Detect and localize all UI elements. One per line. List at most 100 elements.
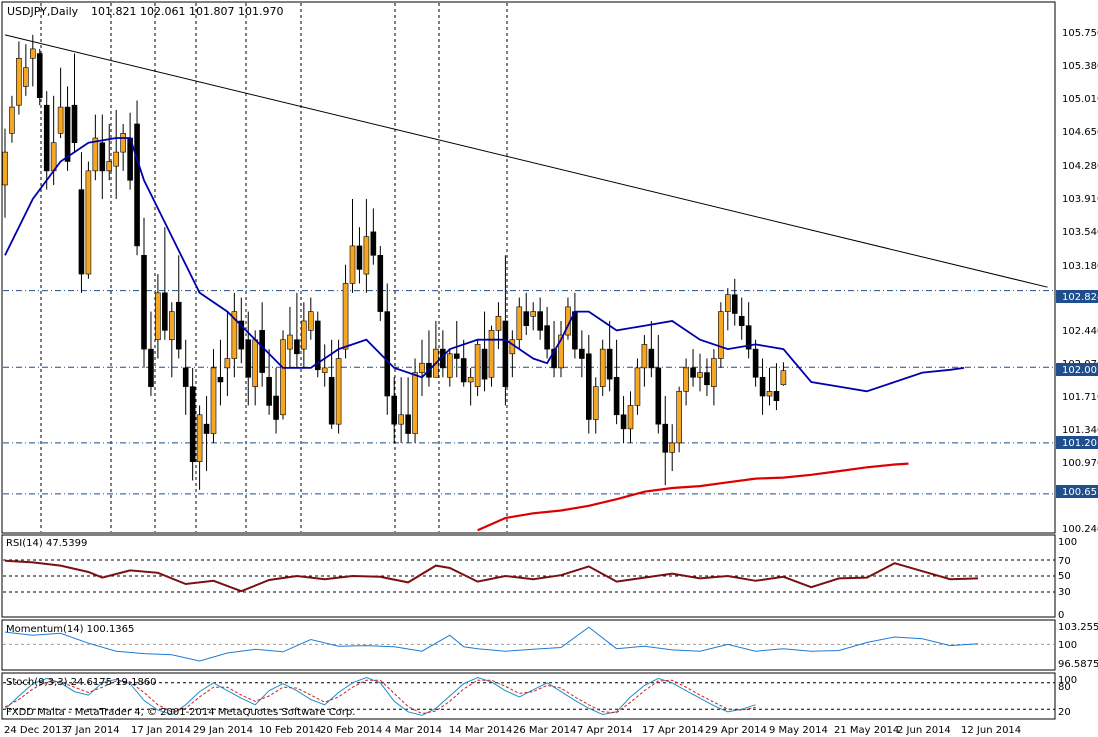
candle: [175, 255, 182, 359]
rsi-series: [3, 559, 1055, 593]
price-tick: 101.340: [1062, 425, 1098, 436]
bear-candle-body: [551, 348, 557, 369]
bull-candle-body: [9, 106, 15, 134]
candle: [780, 362, 787, 386]
candle: [648, 320, 655, 378]
rsi-pane[interactable]: RSI(14) 47.5399 100 70 50 30 0: [1, 534, 1077, 621]
copyright-text: FXDD Malta - MetaTrader 4, © 2001-2014 M…: [6, 707, 355, 718]
price-tick: 101.710: [1062, 392, 1098, 403]
date-tick: 12 Jun 2014: [961, 725, 1021, 736]
momentum-pane[interactable]: Momentum(14) 100.1365 103.2555 100 96.58…: [1, 619, 1098, 671]
price-tick: 105.750: [1062, 28, 1098, 39]
bull-candle-body: [676, 391, 682, 444]
bull-candle-body: [530, 311, 537, 317]
bear-candle-body: [606, 348, 613, 380]
trendline: [4, 34, 1048, 288]
candle: [113, 109, 119, 200]
candle: [287, 306, 293, 368]
bear-candle-body: [328, 376, 335, 425]
date-tick: 26 Mar 2014: [513, 725, 576, 736]
candle: [551, 320, 557, 378]
stochastic-pane[interactable]: Stoch(9,3,3) 24.6175 19.1860 100 80 20 F…: [1, 672, 1077, 720]
bear-candle-body: [189, 386, 196, 462]
vertical-grid: [40, 3, 508, 532]
bull-candle-body: [231, 311, 238, 359]
candle: [92, 114, 99, 181]
price-tag-box: [1056, 290, 1098, 303]
bull-candle-body: [718, 311, 724, 359]
bear-candle-body: [502, 320, 509, 387]
price-tag: 100.657: [1062, 487, 1098, 498]
price-tick: 104.650: [1062, 127, 1098, 138]
candle: [662, 396, 669, 486]
price-tag: 101.201: [1062, 438, 1098, 449]
bull-candle-body: [509, 339, 516, 355]
price-tick: 100.970: [1062, 458, 1098, 469]
bear-candle-body: [314, 320, 321, 371]
candle: [36, 48, 43, 106]
candle: [530, 302, 537, 331]
bear-candle-body: [273, 395, 279, 420]
candlestick-series: [2, 34, 787, 490]
bull-candle-body: [488, 330, 495, 378]
bull-candle-body: [120, 133, 126, 153]
date-tick: 21 May 2014: [834, 725, 899, 736]
price-pane[interactable]: USDJPY,Daily 101.821 102.061 101.807 101…: [1, 1, 1056, 534]
bull-candle-body: [516, 306, 523, 341]
candle: [356, 227, 363, 284]
candle: [307, 297, 314, 340]
candle: [481, 311, 488, 392]
bear-candle-body: [620, 414, 627, 430]
bull-candle-body: [224, 358, 231, 369]
bear-candle-body: [572, 311, 578, 350]
momentum-tick: 96.5875: [1058, 659, 1098, 670]
candle: [71, 53, 78, 153]
bear-candle-body: [662, 423, 669, 453]
candle: [231, 292, 238, 378]
date-tick: 17 Apr 2014: [642, 725, 704, 736]
price-tick: 104.280: [1062, 161, 1098, 172]
bull-candle-body: [252, 339, 258, 387]
candle: [544, 306, 550, 359]
bear-candle-body: [134, 123, 140, 247]
price-tick: 103.540: [1062, 227, 1098, 238]
rsi-tick: 0: [1058, 610, 1064, 621]
bull-candle-body: [634, 367, 641, 406]
bear-candle-body: [175, 301, 182, 350]
candle: [537, 297, 543, 340]
price-tick: 100.240: [1062, 524, 1098, 535]
candle: [683, 358, 689, 406]
candle: [592, 377, 599, 434]
candle: [134, 100, 140, 256]
bull-candle-body: [301, 320, 307, 350]
bear-candle-body: [453, 353, 460, 359]
date-tick: 7 Jan 2014: [66, 725, 120, 736]
bull-candle-body: [335, 358, 342, 425]
candle: [169, 302, 175, 378]
bear-candle-body: [384, 311, 391, 397]
candle: [224, 311, 231, 397]
bear-candle-body: [78, 189, 85, 275]
bear-candle-body: [259, 330, 265, 373]
bear-candle-body: [43, 104, 50, 172]
bear-candle-body: [203, 423, 210, 434]
candle: [585, 335, 592, 434]
bull-candle-body: [467, 376, 474, 383]
candle: [627, 391, 634, 443]
bear-candle-body: [773, 391, 780, 402]
bear-candle-body: [356, 245, 363, 270]
candle: [398, 377, 404, 443]
candle: [412, 358, 418, 443]
candle: [196, 405, 203, 490]
bull-candle-body: [210, 367, 217, 434]
rsi-tick: 30: [1058, 587, 1071, 598]
candle: [655, 335, 662, 434]
bear-candle-body: [537, 311, 543, 331]
bull-candle-body: [412, 372, 418, 434]
bear-candle-body: [266, 376, 272, 406]
bull-candle-body: [599, 348, 606, 387]
bull-candle-body: [711, 358, 717, 387]
stochastic-signal-line: [4, 679, 756, 715]
candle: [370, 208, 377, 265]
bear-candle-body: [655, 367, 662, 425]
